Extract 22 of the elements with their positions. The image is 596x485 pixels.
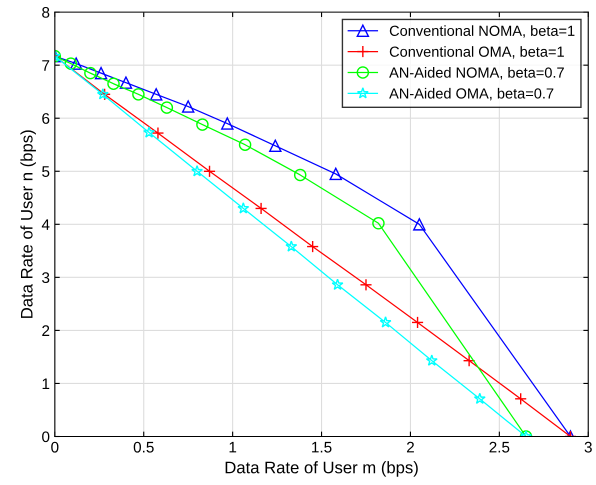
x-tick-label: 2 — [406, 442, 414, 452]
legend-label: AN-Aided OMA, beta=0.7 — [389, 88, 554, 100]
legend-label: Conventional NOMA, beta=1 — [390, 25, 574, 38]
y-axis-title: Data Rate of User n (bps) — [20, 130, 36, 318]
x-tick-label: 1 — [230, 442, 236, 452]
y-tick-label: 6 — [42, 113, 50, 124]
x-tick-label: 1.5 — [312, 442, 332, 453]
y-tick-label: 4 — [42, 219, 50, 230]
y-tick-label: 8 — [42, 6, 50, 18]
y-tick-label: 0 — [42, 431, 50, 442]
legend-label: Conventional OMA, beta=1 — [390, 46, 564, 59]
y-tick-label: 7 — [42, 60, 50, 71]
legend-label: AN-Aided NOMA, beta=0.7 — [389, 67, 564, 80]
x-axis-title: Data Rate of User m (bps) — [226, 461, 418, 477]
y-tick-label: 3 — [42, 272, 50, 284]
y-tick-label: 5 — [42, 166, 50, 177]
x-tick-label: 0 — [51, 442, 58, 453]
x-tick-label: 0.5 — [134, 442, 154, 453]
y-tick-label: 1 — [42, 378, 50, 389]
y-tick-label: 2 — [42, 325, 50, 336]
x-tick-label: 3 — [584, 442, 592, 453]
x-tick-label: 2.5 — [490, 442, 510, 453]
